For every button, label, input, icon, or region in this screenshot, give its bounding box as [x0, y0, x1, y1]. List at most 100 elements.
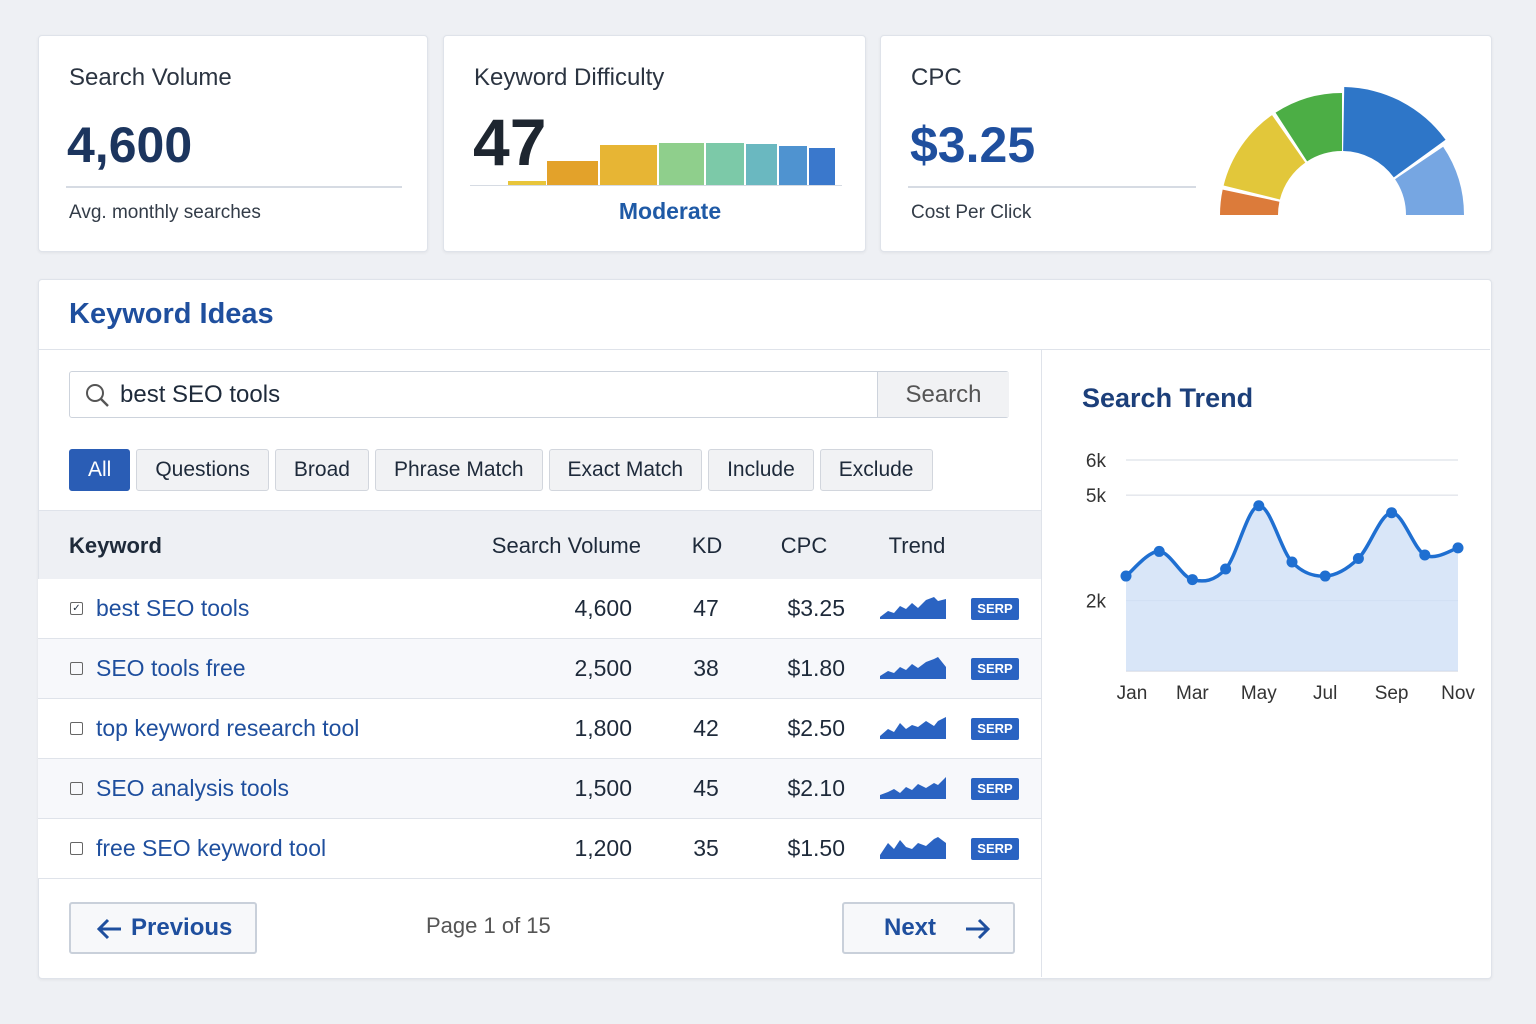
table-row: top keyword research tool 1,800 42 $2.50 SER… [38, 699, 1041, 759]
trend-point [1352, 552, 1364, 564]
search-input[interactable]: best SEO tools [120, 381, 281, 408]
row-checkbox[interactable] [70, 782, 83, 795]
filter-button[interactable]: Broad [274, 449, 369, 491]
arrow-right-icon [966, 918, 991, 940]
x-tick-label: Jan [1117, 683, 1148, 704]
cpc: $1.50 [787, 835, 845, 861]
trend-point [1120, 570, 1132, 582]
trend-point [1220, 563, 1232, 575]
row-checkbox[interactable] [70, 842, 83, 855]
trend-point [1386, 507, 1398, 519]
trend-point [1419, 549, 1431, 561]
serp-badge[interactable]: SERP [971, 658, 1019, 680]
serp-badge[interactable]: SERP [971, 718, 1019, 740]
filter-button[interactable]: Include [708, 449, 814, 491]
filter-bar: All Questions Broad Phrase Match Exact Match… [69, 449, 933, 491]
column-header: KD [691, 533, 723, 558]
trend-sparkline [880, 597, 946, 619]
x-tick-label: Sep [1375, 683, 1409, 704]
x-tick-label: Mar [1176, 683, 1209, 704]
search-volume: 1,800 [574, 715, 632, 741]
divider [39, 349, 1490, 350]
filter-button[interactable]: Phrase Match [374, 449, 543, 491]
column-header: Keyword [69, 533, 162, 558]
arrow-left-icon [96, 918, 121, 940]
keyword-link[interactable]: best SEO tools [96, 595, 250, 621]
search-volume: 1,200 [574, 835, 632, 861]
card-caption: Cost Per Click [911, 202, 1032, 223]
filter-button[interactable]: All [69, 449, 131, 491]
trend-point [1286, 556, 1298, 568]
serp-badge[interactable]: SERP [971, 778, 1019, 800]
search-volume: 1,500 [574, 775, 632, 801]
filter-button[interactable]: Exact Match [548, 449, 703, 491]
card-title: Search Volume [69, 64, 232, 91]
kd: 42 [693, 715, 719, 741]
card-value: $3.25 [910, 117, 1036, 173]
row-checkbox[interactable] [70, 662, 83, 675]
row-checkbox[interactable] [70, 722, 83, 735]
search-icon [86, 384, 109, 407]
row-checkbox[interactable]: ✓ [70, 602, 83, 615]
keyword-link[interactable]: free SEO keyword tool [96, 835, 327, 861]
filter-button[interactable]: Exclude [819, 449, 933, 491]
y-tick-label: 5k [1086, 486, 1107, 507]
card-caption: Avg. monthly searches [69, 202, 261, 223]
divider [1041, 350, 1042, 977]
card-value: 47 [473, 105, 547, 179]
table-row: free SEO keyword tool 1,200 35 $1.50 SERP [38, 819, 1041, 879]
trend-point [1186, 574, 1198, 586]
keyword-link[interactable]: SEO tools free [96, 655, 246, 681]
column-header: CPC [780, 533, 828, 558]
filter-button[interactable]: Questions [136, 449, 269, 491]
search-button[interactable]: Search [877, 372, 1009, 417]
card-title: Keyword Difficulty [474, 64, 665, 91]
kd: 38 [693, 655, 719, 681]
card-caption: Moderate [618, 198, 722, 224]
sparkline-shape [880, 777, 946, 799]
cpc: $2.10 [787, 775, 845, 801]
keyword-link[interactable]: top keyword research tool [96, 715, 360, 741]
trend-chart: Search Trend 2k 5k 6k Jan Mar May Jul Sep Nov [1082, 383, 1475, 704]
sparkline-shape [880, 837, 946, 859]
table-row: ✓ best SEO tools 4,600 47 $3.25 SERP [38, 579, 1041, 639]
next-button[interactable]: Next [842, 902, 1015, 954]
previous-button[interactable]: Previous [69, 902, 257, 954]
trend-area [1126, 505, 1458, 671]
trend-sparkline [880, 837, 946, 859]
trend-point [1253, 500, 1265, 512]
serp-badge[interactable]: SERP [971, 838, 1019, 860]
page-status: Page 1 of 15 [426, 913, 551, 938]
search-volume: 4,600 [574, 595, 632, 621]
y-tick-label: 2k [1086, 592, 1107, 613]
kd: 45 [693, 775, 719, 801]
keyword-link[interactable]: SEO analysis tools [96, 775, 290, 801]
cpc: $1.80 [787, 655, 845, 681]
trend-point [1452, 542, 1464, 554]
sparkline-shape [880, 597, 946, 619]
serp-badge[interactable]: SERP [971, 598, 1019, 620]
card-value: 4,600 [67, 117, 193, 173]
button-label: Previous [131, 914, 233, 941]
sparkline-shape [880, 657, 946, 679]
x-tick-label: Nov [1441, 683, 1475, 704]
column-header: Trend [888, 533, 946, 558]
divider [908, 186, 1196, 188]
search-box[interactable] [69, 371, 1009, 418]
chart-title: Search Trend [1082, 383, 1253, 413]
cpc: $3.25 [787, 595, 845, 621]
trend-sparkline [880, 717, 946, 739]
button-label: Next [884, 914, 937, 941]
trend-point [1319, 570, 1331, 582]
divider [66, 186, 402, 188]
divider [470, 185, 842, 186]
card-title: CPC [911, 64, 962, 91]
trend-sparkline [880, 777, 946, 799]
table-row: SEO analysis tools 1,500 45 $2.10 SERP [38, 759, 1041, 819]
x-tick-label: Jul [1313, 683, 1337, 704]
panel-title: Keyword Ideas [69, 298, 274, 330]
sparkline-shape [880, 717, 946, 739]
y-tick-label: 6k [1086, 451, 1107, 472]
